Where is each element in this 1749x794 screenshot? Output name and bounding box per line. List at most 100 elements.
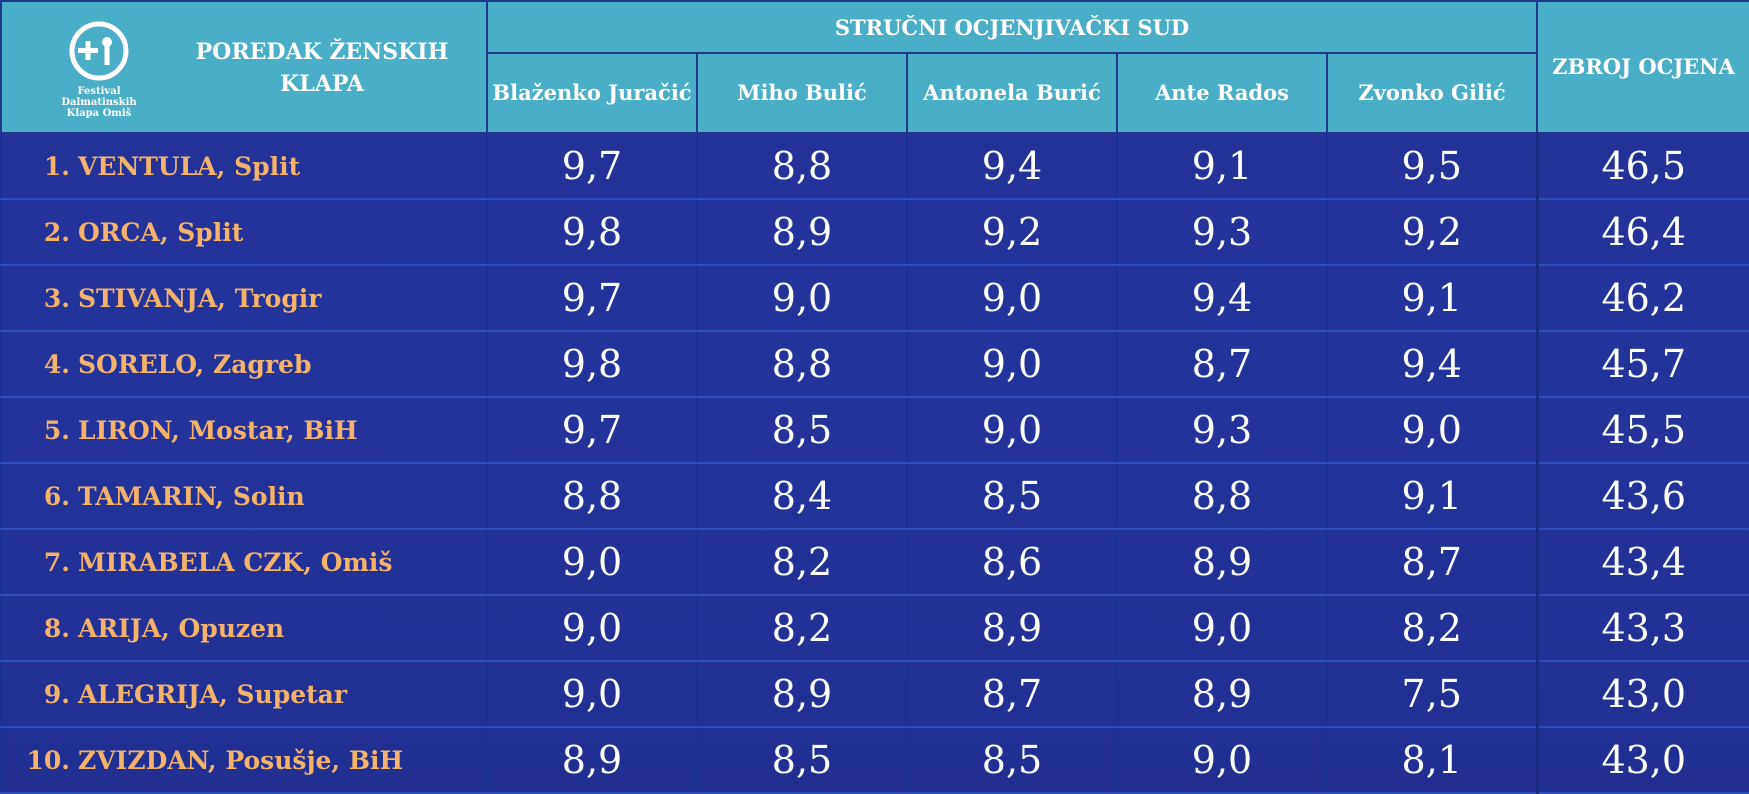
klapa-name-cell: 3. STIVANJA, Trogir	[0, 264, 488, 332]
total-cell: 43,4	[1535, 528, 1749, 596]
table-row: 4. SORELO, Zagreb 9,8 8,8 9,0 8,7 9,4 45,7	[0, 330, 1749, 398]
score-cell: 8,8	[696, 330, 908, 398]
score-cell: 8,8	[1116, 462, 1328, 530]
score-cell: 8,5	[906, 726, 1118, 794]
judge-header: Miho Bulić	[696, 52, 908, 134]
score-cell: 9,0	[486, 594, 698, 662]
klapa-name: LIRON, Mostar, BiH	[78, 415, 358, 445]
score-cell: 9,1	[1325, 264, 1539, 332]
score-cell: 9,7	[486, 264, 698, 332]
logo-text: Festival Dalmatinskih Klapa Omiš	[54, 86, 144, 119]
score-cell: 9,3	[1116, 198, 1328, 266]
judge-header: Ante Rados	[1116, 52, 1328, 134]
score-cell: 8,7	[1116, 330, 1328, 398]
score-cell: 8,4	[696, 462, 908, 530]
score-cell: 9,4	[1325, 330, 1539, 398]
score-cell: 9,0	[906, 396, 1118, 464]
score-cell: 9,3	[1116, 396, 1328, 464]
table-row: 2. ORCA, Split 9,8 8,9 9,2 9,3 9,2 46,4	[0, 198, 1749, 266]
total-cell: 43,3	[1535, 594, 1749, 662]
klapa-name-cell: 2. ORCA, Split	[0, 198, 488, 266]
total-cell: 45,7	[1535, 330, 1749, 398]
score-cell: 9,0	[486, 660, 698, 728]
klapa-name-cell: 5. LIRON, Mostar, BiH	[0, 396, 488, 464]
table-row: 6. TAMARIN, Solin 8,8 8,4 8,5 8,8 9,1 43,6	[0, 462, 1749, 530]
score-cell: 9,7	[486, 132, 698, 200]
score-cell: 9,0	[1325, 396, 1539, 464]
score-cell: 9,0	[1116, 726, 1328, 794]
score-cell: 9,0	[906, 264, 1118, 332]
score-cell: 8,1	[1325, 726, 1539, 794]
klapa-name: ZVIZDAN, Posušje, BiH	[78, 745, 404, 775]
score-cell: 8,9	[696, 198, 908, 266]
klapa-name: SORELO, Zagreb	[78, 349, 312, 379]
festival-logo: Festival Dalmatinskih Klapa Omiš	[54, 20, 144, 119]
score-cell: 9,7	[486, 396, 698, 464]
table-row: 9. ALEGRIJA, Supetar 9,0 8,9 8,7 8,9 7,5 43,0	[0, 660, 1749, 728]
klapa-name: ORCA, Split	[78, 217, 244, 247]
score-cell: 9,0	[486, 528, 698, 596]
score-cell: 9,5	[1325, 132, 1539, 200]
logo-text-line: Klapa Omiš	[66, 108, 132, 119]
klapa-name-cell: 4. SORELO, Zagreb	[0, 330, 488, 398]
rank: 8.	[43, 613, 70, 643]
total-cell: 46,5	[1535, 132, 1749, 200]
rank: 2.	[43, 217, 70, 247]
judge-header: Blaženko Juračić	[486, 52, 698, 134]
score-cell: 7,5	[1325, 660, 1539, 728]
rank: 4.	[43, 349, 70, 379]
score-cell: 9,0	[1116, 594, 1328, 662]
rank: 3.	[43, 283, 70, 313]
rank: 6.	[43, 481, 70, 511]
table-row: 3. STIVANJA, Trogir 9,7 9,0 9,0 9,4 9,1 46,2	[0, 264, 1749, 332]
results-body: 1. VENTULA, Split 9,7 8,8 9,4 9,1 9,5 46,5 2. ORC…	[0, 132, 1749, 794]
table-row: 7. MIRABELA CZK, Omiš 9,0 8,2 8,6 8,9 8,7 43,4	[0, 528, 1749, 596]
rank: 10.	[26, 745, 71, 775]
klapa-name: ARIJA, Opuzen	[78, 613, 285, 643]
judge-header: Antonela Burić	[906, 52, 1118, 134]
total-cell: 45,5	[1535, 396, 1749, 464]
klapa-name-cell: 1. VENTULA, Split	[0, 132, 488, 200]
page-title: POREDAK ŽENSKIH KLAPA	[195, 39, 449, 97]
rank: 5.	[43, 415, 70, 445]
score-cell: 8,5	[696, 726, 908, 794]
total-cell: 43,6	[1535, 462, 1749, 530]
table-row: 10. ZVIZDAN, Posušje, BiH 8,9 8,5 8,5 9,0 8,1 4…	[0, 726, 1749, 794]
festival-logo-icon	[69, 21, 129, 81]
klapa-name: ALEGRIJA, Supetar	[78, 679, 348, 709]
score-cell: 8,9	[906, 594, 1118, 662]
table-row: 8. ARIJA, Opuzen 9,0 8,2 8,9 9,0 8,2 43,3	[0, 594, 1749, 662]
klapa-name: VENTULA, Split	[78, 151, 301, 181]
rank: 7.	[43, 547, 70, 577]
score-cell: 9,0	[906, 330, 1118, 398]
score-cell: 9,4	[1116, 264, 1328, 332]
score-cell: 9,1	[1116, 132, 1328, 200]
total-cell: 43,0	[1535, 726, 1749, 794]
table-row: 5. LIRON, Mostar, BiH 9,7 8,5 9,0 9,3 9,0 45,5	[0, 396, 1749, 464]
total-cell: 46,4	[1535, 198, 1749, 266]
score-cell: 9,2	[906, 198, 1118, 266]
logo-title-cell: Festival Dalmatinskih Klapa Omiš POREDAK…	[0, 0, 488, 134]
klapa-name-cell: 10. ZVIZDAN, Posušje, BiH	[0, 726, 488, 794]
score-cell: 8,9	[486, 726, 698, 794]
jury-title: STRUČNI OCJENJIVAČKI SUD	[485, 0, 1539, 54]
score-cell: 8,5	[906, 462, 1118, 530]
klapa-name-cell: 8. ARIJA, Opuzen	[0, 594, 488, 662]
score-cell: 9,4	[906, 132, 1118, 200]
score-cell: 8,2	[696, 594, 908, 662]
logo-text-line: Dalmatinskih	[61, 97, 137, 108]
score-cell: 8,9	[1116, 528, 1328, 596]
score-cell: 8,5	[696, 396, 908, 464]
table-row: 1. VENTULA, Split 9,7 8,8 9,4 9,1 9,5 46,5	[0, 132, 1749, 200]
klapa-name-cell: 7. MIRABELA CZK, Omiš	[0, 528, 488, 596]
judge-header: Zvonko Gilić	[1325, 52, 1539, 134]
rank: 9.	[43, 679, 70, 709]
score-cell: 8,7	[906, 660, 1118, 728]
score-cell: 9,2	[1325, 198, 1539, 266]
total-header: ZBROJ OCJENA	[1536, 0, 1749, 134]
score-cell: 8,2	[1325, 594, 1539, 662]
total-cell: 46,2	[1535, 264, 1749, 332]
klapa-name: STIVANJA, Trogir	[78, 283, 322, 313]
